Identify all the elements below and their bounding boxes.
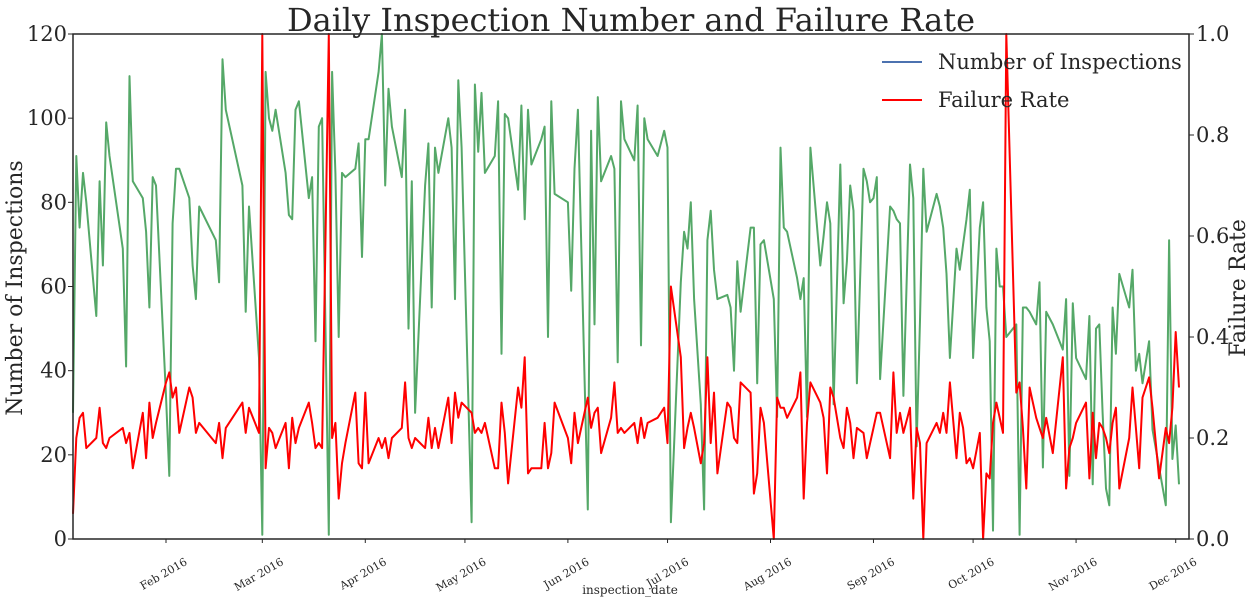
legend-label-inspections: Number of Inspections xyxy=(938,50,1182,74)
x-axis-label: inspection_date xyxy=(582,583,678,597)
y-axis-left-label: Number of Inspections xyxy=(3,160,28,415)
y-left-tick-label: 20 xyxy=(40,443,67,467)
y-axis-right-label: Failure Rate xyxy=(1226,219,1251,357)
y-right-tick-label: 1.0 xyxy=(1196,22,1229,46)
y-right-tick-label: 0.8 xyxy=(1196,123,1229,147)
legend: Number of Inspections Failure Rate xyxy=(882,50,1182,112)
y-left-tick-label: 120 xyxy=(27,22,67,46)
y-left-tick-label: 80 xyxy=(40,190,67,214)
series-layer xyxy=(72,33,1180,540)
y-right-tick-label: 0.6 xyxy=(1196,224,1229,248)
y-right-tick-label: 0.2 xyxy=(1196,426,1229,450)
y-left-tick-label: 100 xyxy=(27,106,67,130)
y-left-tick-label: 40 xyxy=(40,359,67,383)
chart-title: Daily Inspection Number and Failure Rate xyxy=(287,1,975,39)
legend-label-failure-rate: Failure Rate xyxy=(938,88,1069,112)
y-axis-left-ticks: 0 20 40 60 80 100 120 xyxy=(27,22,73,551)
y-left-tick-label: 60 xyxy=(40,275,67,299)
y-right-tick-label: 0.0 xyxy=(1196,527,1229,551)
series-line-inspections xyxy=(72,33,1180,536)
series-line-failure-rate xyxy=(72,33,1180,540)
y-right-tick-label: 0.4 xyxy=(1196,325,1229,349)
y-left-tick-label: 0 xyxy=(54,527,67,551)
y-axis-right-ticks: 0.0 0.2 0.4 0.6 0.8 1.0 xyxy=(1189,22,1229,551)
